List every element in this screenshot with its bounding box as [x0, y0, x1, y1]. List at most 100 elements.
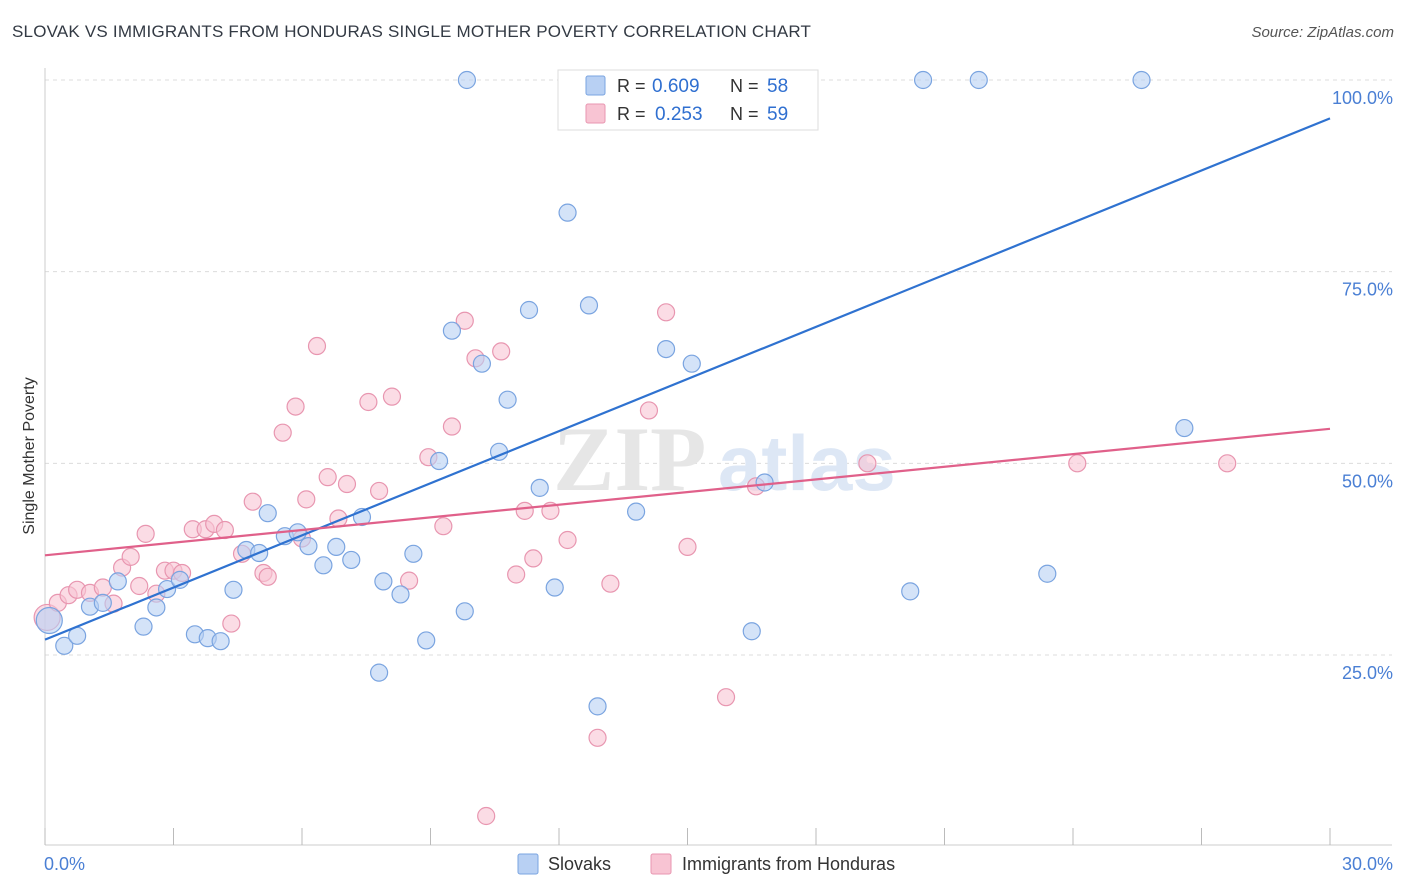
slovaks-point — [682, 354, 701, 373]
slovaks-point — [391, 585, 410, 604]
legend-n-label: N = — [730, 76, 759, 96]
legend-swatch-slovaks — [585, 75, 606, 96]
slovaks-point — [457, 70, 477, 90]
honduras-point — [130, 576, 149, 596]
honduras-point — [858, 454, 877, 473]
x-tick-label: 0.0% — [44, 854, 85, 874]
honduras-point — [1068, 454, 1087, 473]
y-tick-label: 75.0% — [1342, 280, 1393, 300]
honduras-point — [588, 728, 607, 747]
honduras-point — [318, 468, 337, 487]
legend-n-value: 58 — [767, 76, 788, 97]
legend-bottom-honduras: Immigrants from Honduras — [682, 854, 895, 874]
honduras-point — [477, 806, 496, 826]
honduras-point — [1218, 454, 1237, 473]
slovaks-point — [969, 70, 988, 90]
slovaks-point — [626, 502, 646, 521]
slovaks-point — [429, 451, 449, 471]
slovaks-point — [519, 300, 539, 320]
slovaks-point — [314, 556, 333, 575]
honduras-point — [455, 311, 474, 330]
slovaks-point — [455, 602, 474, 621]
honduras-point — [136, 524, 155, 543]
honduras-point — [222, 614, 241, 633]
slovaks-point — [530, 478, 549, 497]
slovaks-point — [588, 697, 607, 716]
honduras-point — [382, 387, 402, 406]
slovaks-point — [134, 617, 153, 636]
honduras-point — [678, 537, 697, 557]
slovaks-point — [93, 593, 112, 612]
slovaks-point — [579, 296, 599, 315]
legend-r-label: R = — [617, 104, 646, 124]
chart-source: Source: ZipAtlas.com — [1251, 24, 1394, 41]
honduras-point — [656, 303, 676, 322]
slovaks-point — [404, 544, 423, 563]
slovaks-point — [370, 663, 389, 682]
honduras-point — [337, 474, 357, 494]
slovaks-point — [327, 537, 346, 557]
honduras-point — [442, 417, 462, 436]
honduras-points — [33, 303, 1237, 826]
slovaks-point — [108, 572, 127, 591]
slovaks-point — [299, 537, 318, 556]
slovaks-point — [755, 473, 774, 492]
honduras-point — [716, 688, 736, 707]
legend-top: R = 0.609 N = 58 R = 0.253 N = 59 — [557, 69, 819, 131]
slovaks-point — [656, 340, 676, 359]
y-tick-label: 50.0% — [1342, 471, 1393, 491]
legend-bottom-swatch-slovaks — [517, 853, 539, 875]
slovaks-point — [147, 598, 166, 617]
slovaks-point — [1175, 418, 1194, 438]
slovaks-point — [558, 203, 577, 222]
slovaks-point — [211, 632, 230, 651]
honduras-point — [243, 492, 262, 511]
slovaks-point — [913, 70, 933, 90]
chart-title: SLOVAK VS IMMIGRANTS FROM HONDURAS SINGL… — [12, 22, 812, 41]
grid — [45, 79, 1392, 656]
honduras-point — [639, 401, 659, 420]
legend-swatch-honduras — [585, 103, 606, 124]
slovaks-point — [442, 321, 462, 340]
y-tick-label: 100.0% — [1332, 88, 1393, 108]
honduras-point — [121, 547, 140, 566]
slovaks-point — [35, 606, 63, 635]
legend-bottom-slovaks: Slovaks — [548, 854, 611, 874]
honduras-point — [399, 571, 419, 590]
trend-lines — [44, 117, 1331, 641]
slovaks-point — [417, 631, 436, 650]
honduras-point — [434, 517, 453, 536]
honduras-point — [492, 342, 511, 361]
honduras-point — [297, 490, 316, 509]
legend-bottom-swatch-honduras — [650, 853, 672, 875]
honduras-point — [524, 549, 543, 568]
slovaks-point — [901, 582, 920, 601]
slovaks-point — [55, 636, 74, 655]
honduras-point — [507, 565, 526, 584]
x-tick-label: 30.0% — [1342, 854, 1393, 874]
legend-r-label: R = — [617, 76, 646, 96]
honduras-trend-line — [44, 427, 1331, 557]
slovaks-point — [342, 550, 361, 570]
y-axis-label: Single Mother Poverty — [21, 377, 38, 534]
y-tick-label: 25.0% — [1342, 663, 1393, 683]
axes — [44, 68, 1392, 846]
watermark: ZIP atlas — [553, 408, 896, 510]
legend-r-value: 0.609 — [652, 76, 700, 97]
legend-r-value: 0.253 — [655, 104, 703, 125]
honduras-point — [601, 574, 620, 593]
slovaks-point — [742, 622, 761, 641]
honduras-point — [515, 501, 534, 520]
honduras-point — [258, 567, 277, 586]
legend-n-label: N = — [730, 104, 759, 124]
honduras-point — [359, 392, 378, 412]
slovaks-point — [472, 354, 491, 373]
slovaks-point — [1132, 70, 1151, 90]
slovaks-point — [258, 504, 277, 523]
slovaks-trend-line — [44, 117, 1331, 641]
honduras-point — [307, 336, 327, 356]
slovaks-point — [498, 390, 517, 409]
slovaks-point — [1038, 564, 1057, 583]
slovaks-point — [224, 580, 243, 599]
